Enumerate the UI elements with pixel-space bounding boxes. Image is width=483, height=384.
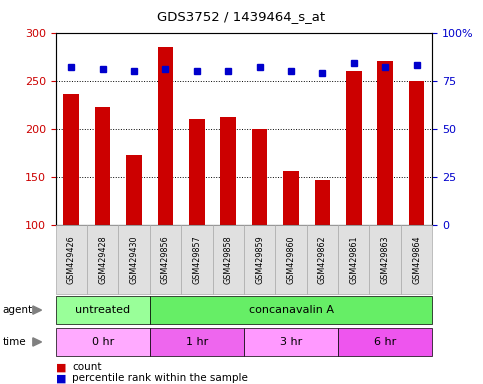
Bar <box>314 180 330 225</box>
Text: GSM429428: GSM429428 <box>98 235 107 284</box>
Text: ■: ■ <box>56 362 66 372</box>
Text: 0 hr: 0 hr <box>91 337 114 347</box>
Bar <box>63 94 79 225</box>
Text: time: time <box>2 337 26 347</box>
Text: GSM429426: GSM429426 <box>67 235 76 284</box>
Bar <box>157 47 173 225</box>
Text: ■: ■ <box>56 373 66 383</box>
Text: agent: agent <box>2 305 32 315</box>
Text: GSM429430: GSM429430 <box>129 235 139 284</box>
Text: GSM429864: GSM429864 <box>412 235 421 284</box>
Text: 3 hr: 3 hr <box>280 337 302 347</box>
Text: GSM429857: GSM429857 <box>192 235 201 284</box>
Text: GSM429856: GSM429856 <box>161 235 170 284</box>
Text: GDS3752 / 1439464_s_at: GDS3752 / 1439464_s_at <box>157 10 326 23</box>
Text: GSM429861: GSM429861 <box>349 235 358 284</box>
Text: untreated: untreated <box>75 305 130 315</box>
Bar <box>409 81 425 225</box>
Bar <box>377 61 393 225</box>
Text: percentile rank within the sample: percentile rank within the sample <box>72 373 248 383</box>
Bar <box>189 119 205 225</box>
Bar <box>126 155 142 225</box>
Text: count: count <box>72 362 102 372</box>
Bar <box>252 129 268 225</box>
Text: GSM429863: GSM429863 <box>381 235 390 284</box>
Bar <box>346 71 362 225</box>
Text: GSM429862: GSM429862 <box>318 235 327 284</box>
Bar <box>95 107 111 225</box>
Text: 6 hr: 6 hr <box>374 337 397 347</box>
Text: concanavalin A: concanavalin A <box>249 305 333 315</box>
Text: 1 hr: 1 hr <box>185 337 208 347</box>
Text: GSM429860: GSM429860 <box>286 235 296 284</box>
Bar <box>283 171 299 225</box>
Text: GSM429858: GSM429858 <box>224 235 233 284</box>
Text: GSM429859: GSM429859 <box>255 235 264 284</box>
Bar <box>220 117 236 225</box>
